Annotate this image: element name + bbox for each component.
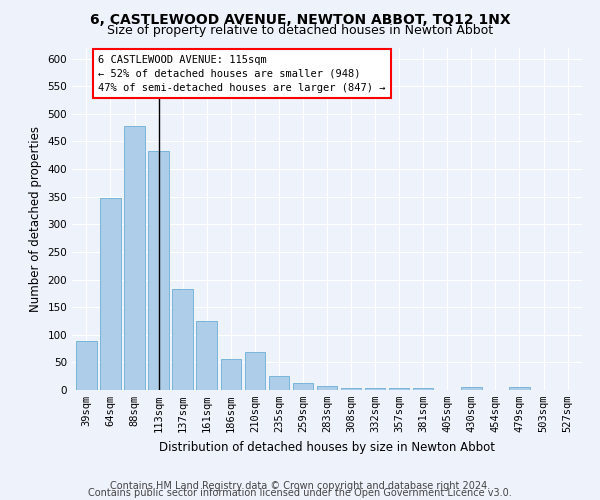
Bar [389, 388, 409, 390]
Bar [196, 321, 217, 390]
Bar [293, 383, 313, 390]
Bar [100, 198, 121, 390]
Bar [172, 289, 193, 390]
Bar [124, 126, 145, 390]
Bar [365, 388, 385, 390]
Bar [148, 151, 169, 390]
Bar [269, 376, 289, 390]
Bar [461, 387, 482, 390]
Bar [509, 387, 530, 390]
Bar [221, 358, 241, 390]
Text: Size of property relative to detached houses in Newton Abbot: Size of property relative to detached ho… [107, 24, 493, 37]
Y-axis label: Number of detached properties: Number of detached properties [29, 126, 42, 312]
Text: 6, CASTLEWOOD AVENUE, NEWTON ABBOT, TQ12 1NX: 6, CASTLEWOOD AVENUE, NEWTON ABBOT, TQ12… [89, 12, 511, 26]
Text: 6 CASTLEWOOD AVENUE: 115sqm
← 52% of detached houses are smaller (948)
47% of se: 6 CASTLEWOOD AVENUE: 115sqm ← 52% of det… [98, 54, 386, 92]
Text: Contains public sector information licensed under the Open Government Licence v3: Contains public sector information licen… [88, 488, 512, 498]
Bar [245, 352, 265, 390]
X-axis label: Distribution of detached houses by size in Newton Abbot: Distribution of detached houses by size … [159, 440, 495, 454]
Bar [317, 386, 337, 390]
Bar [76, 342, 97, 390]
Bar [413, 388, 433, 390]
Bar [341, 388, 361, 390]
Text: Contains HM Land Registry data © Crown copyright and database right 2024.: Contains HM Land Registry data © Crown c… [110, 481, 490, 491]
